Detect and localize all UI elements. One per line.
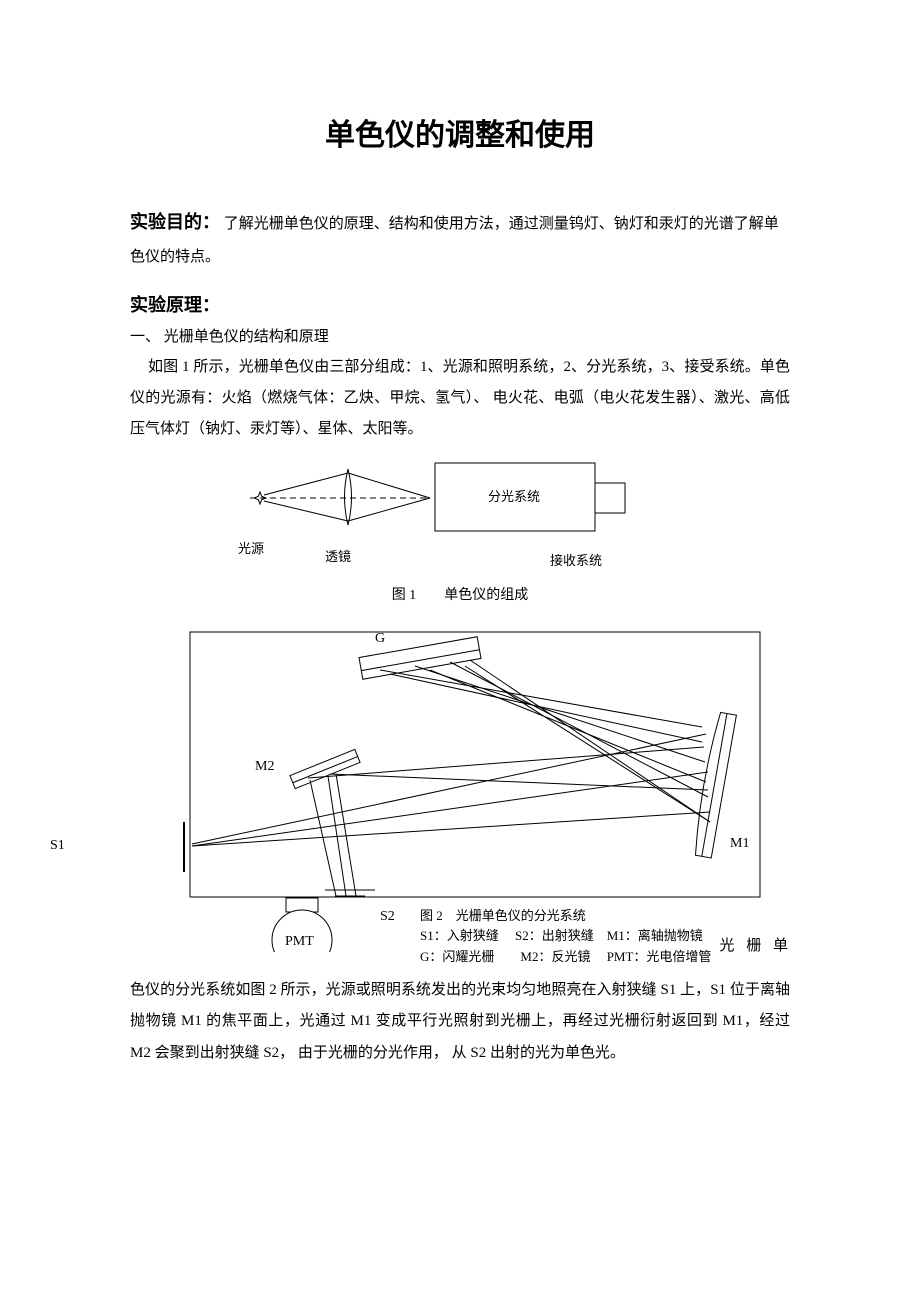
purpose-text: 了解光栅单色仪的原理、结构和使用方法，通过测量钨灯、钠灯和汞灯的光谱了解单色仪的… xyxy=(130,216,779,265)
figure-2-caption-line2: G：闪耀光栅 M2：反光镜 PMT：光电倍增管 xyxy=(420,947,711,968)
figure-1: 光源透镜 分光系统接收系统 图 1 单色仪的组成 xyxy=(130,453,790,604)
svg-text:透镜: 透镜 xyxy=(325,549,351,564)
purpose-heading: 实验目的： xyxy=(130,212,220,232)
principle-para1: 如图 1 所示，光栅单色仪由三部分组成：1、光源和照明系统，2、分光系统，3、接… xyxy=(130,352,790,444)
svg-text:光源: 光源 xyxy=(238,541,264,556)
figure-1-caption: 图 1 单色仪的组成 xyxy=(130,584,790,604)
svg-text:S2: S2 xyxy=(380,909,395,924)
svg-text:M2: M2 xyxy=(255,759,274,774)
svg-text:分光系统: 分光系统 xyxy=(488,489,540,504)
figure-2-caption-block: 图 2 光栅单色仪的分光系统 S1：入射狭缝 S2：出射狭缝 M1：离轴抛物镜 … xyxy=(420,906,711,968)
s1-label: S1 xyxy=(50,838,65,854)
continuation-para: 色仪的分光系统如图 2 所示，光源或照明系统发出的光束均匀地照亮在入射狭缝 S1… xyxy=(130,975,790,1070)
figure-2-caption-line1: S1：入射狭缝 S2：出射狭缝 M1：离轴抛物镜 xyxy=(420,926,711,947)
svg-text:M1: M1 xyxy=(730,836,749,851)
svg-text:接收系统: 接收系统 xyxy=(550,553,602,568)
purpose-block: 实验目的： 了解光栅单色仪的原理、结构和使用方法，通过测量钨灯、钠灯和汞灯的光谱… xyxy=(130,204,790,273)
principle-heading: 实验原理： xyxy=(130,291,790,317)
figure-1-diagram: 光源透镜 分光系统接收系统 xyxy=(230,453,690,573)
page-title: 单色仪的调整和使用 xyxy=(130,110,790,154)
figure-2-caption-title: 图 2 光栅单色仪的分光系统 xyxy=(420,906,711,927)
figure-2: S1 GM1M2S2PMT 图 2 光栅单色仪的分光系统 S1：入射狭缝 S2：… xyxy=(130,622,790,957)
trailing-text: 光 栅 单 xyxy=(719,934,792,955)
figure-2-diagram: G M1 M2 S2 PMT xyxy=(130,622,790,952)
svg-text:PMT: PMT xyxy=(285,934,314,949)
page: 单色仪的调整和使用 实验目的： 了解光栅单色仪的原理、结构和使用方法，通过测量钨… xyxy=(0,0,920,1129)
principle-sub1: 一、 光栅单色仪的结构和原理 xyxy=(130,325,790,346)
svg-text:G: G xyxy=(375,631,385,646)
